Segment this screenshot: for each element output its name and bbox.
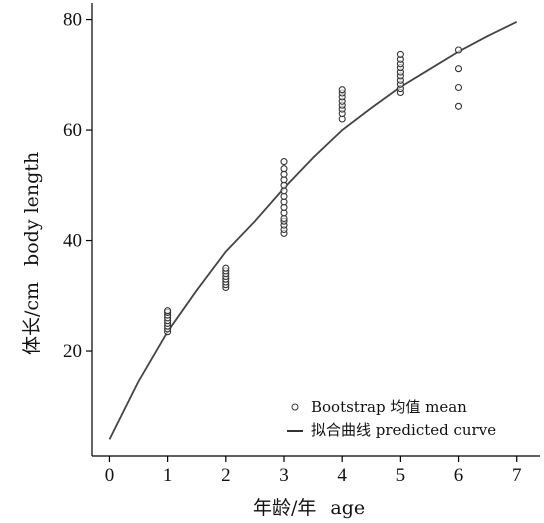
y-ticks: 20 40 60 80 <box>63 10 92 362</box>
data-point <box>396 50 404 58</box>
legend-marker-circle <box>291 403 299 411</box>
y-axis-title-cn: 体长/cm <box>21 282 43 355</box>
y-tick-label: 40 <box>63 231 82 252</box>
data-point <box>454 65 463 73</box>
x-axis-title-cn: 年龄/年 <box>253 497 316 519</box>
data-point <box>164 307 172 315</box>
x-axis-title-en: age <box>330 497 365 519</box>
data-point <box>454 46 463 54</box>
legend-label-curve: 拟合曲线 predicted curve <box>311 421 496 439</box>
x-tick-label: 1 <box>163 465 173 486</box>
fit-curve <box>108 20 518 440</box>
legend-label-mean: Bootstrap 均值 mean <box>311 398 467 416</box>
x-ticks: 0 1 2 3 4 5 6 7 <box>105 456 522 486</box>
y-tick-label: 60 <box>63 120 82 141</box>
data-point <box>222 264 230 272</box>
points-layer <box>164 46 463 336</box>
plot-area: 20 40 60 80 0 1 2 3 4 5 6 7 <box>63 3 540 486</box>
fit-curve-layer <box>108 20 518 440</box>
y-axis-title-en: body length <box>21 152 43 266</box>
x-axis-title: 年龄/年 age <box>253 497 365 519</box>
x-tick-label: 0 <box>105 465 115 486</box>
data-point <box>280 158 288 166</box>
y-tick-label: 20 <box>63 341 82 362</box>
x-tick-label: 6 <box>454 465 464 486</box>
legend: Bootstrap 均值 mean 拟合曲线 predicted curve <box>287 398 496 439</box>
x-tick-label: 2 <box>221 465 231 486</box>
data-point <box>280 165 288 173</box>
x-tick-label: 7 <box>512 465 522 486</box>
y-axis-title: 体长/cm body length <box>21 152 43 355</box>
x-tick-label: 3 <box>279 465 289 486</box>
y-tick-label: 80 <box>63 10 82 31</box>
x-tick-label: 5 <box>396 465 406 486</box>
data-point <box>338 86 346 94</box>
data-point <box>454 83 463 92</box>
data-point <box>454 102 463 110</box>
x-tick-label: 4 <box>337 465 347 486</box>
